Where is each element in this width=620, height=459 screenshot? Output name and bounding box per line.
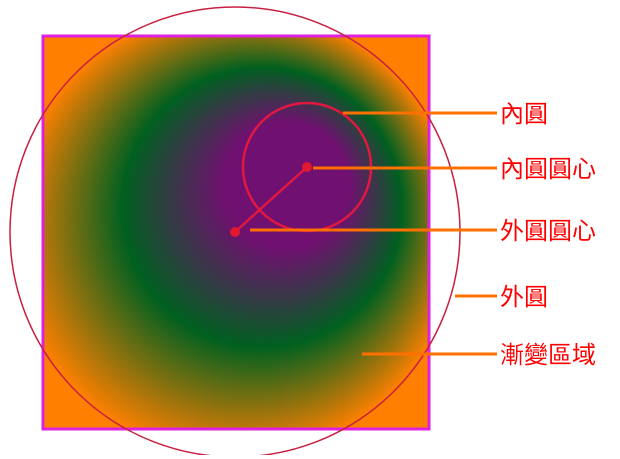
label-outer-center: 外圓圓心 xyxy=(500,217,596,245)
outer-center-dot xyxy=(230,227,240,237)
inner-center-dot xyxy=(302,162,312,172)
label-outer-circle: 外圓 xyxy=(500,283,548,311)
label-gradient-area: 漸變區域 xyxy=(500,341,596,369)
label-inner-circle: 內圓 xyxy=(500,100,548,128)
square-border xyxy=(41,34,431,431)
center-connector-line xyxy=(234,166,308,233)
label-inner-center: 內圓圓心 xyxy=(500,155,596,183)
